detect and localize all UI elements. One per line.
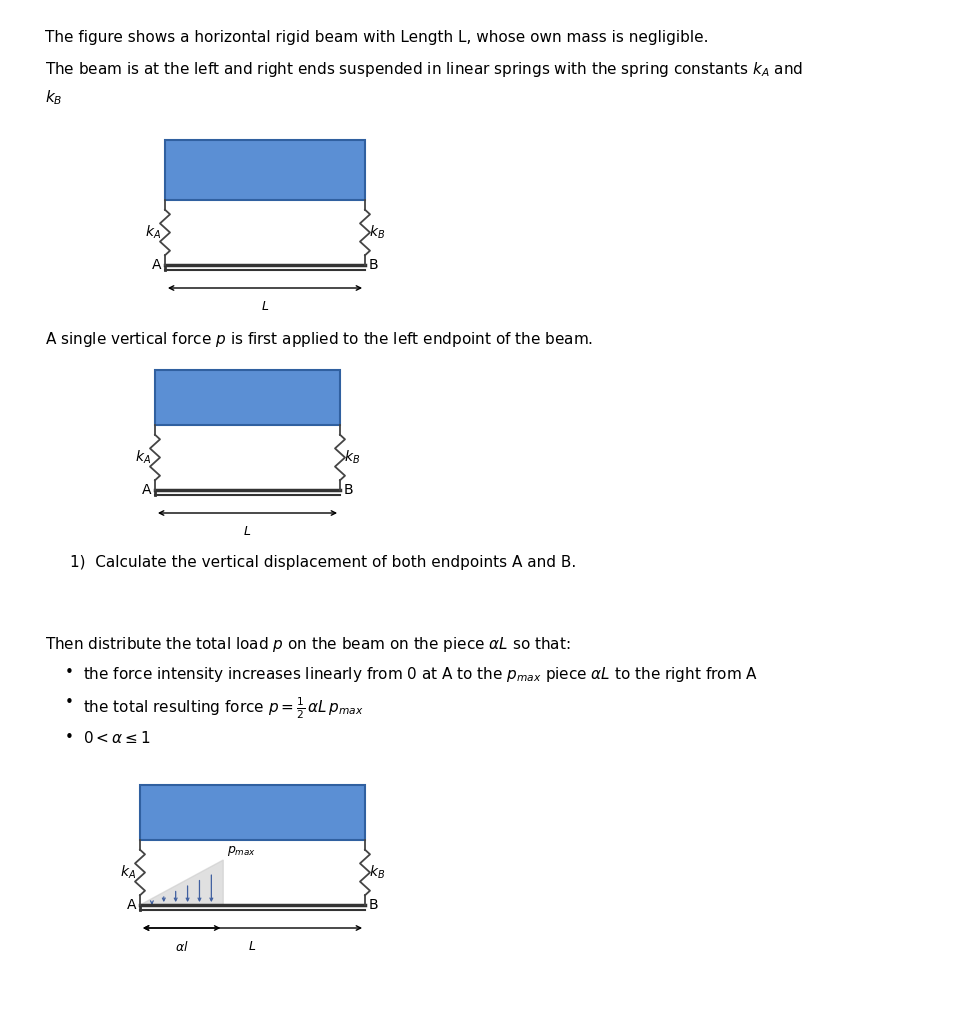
Text: $k_B$: $k_B$ bbox=[369, 224, 384, 242]
Text: the force intensity increases linearly from 0 at A to the $p_{max}$ piece $\alph: the force intensity increases linearly f… bbox=[83, 665, 757, 684]
Text: $\alpha l$: $\alpha l$ bbox=[175, 940, 188, 954]
Text: B: B bbox=[369, 258, 379, 272]
Text: $k_B$: $k_B$ bbox=[344, 449, 359, 466]
Bar bbox=[155, 370, 339, 425]
Text: L: L bbox=[244, 525, 251, 538]
Text: Then distribute the total load $p$ on the beam on the piece $\alpha L$ so that:: Then distribute the total load $p$ on th… bbox=[45, 635, 570, 654]
Text: the total resulting force $p = \frac{1}{2}\,\alpha L\,p_{max}$: the total resulting force $p = \frac{1}{… bbox=[83, 695, 363, 721]
Text: A: A bbox=[126, 898, 136, 912]
Text: $0 < \alpha \leq 1$: $0 < \alpha \leq 1$ bbox=[83, 730, 150, 746]
Text: 1)  Calculate the vertical displacement of both endpoints A and B.: 1) Calculate the vertical displacement o… bbox=[70, 555, 576, 570]
Text: •: • bbox=[65, 695, 74, 710]
Text: •: • bbox=[65, 665, 74, 680]
Text: $k_A$: $k_A$ bbox=[120, 864, 136, 882]
Text: The figure shows a horizontal rigid beam with Length L, whose own mass is neglig: The figure shows a horizontal rigid beam… bbox=[45, 30, 707, 45]
Text: B: B bbox=[344, 483, 354, 497]
Bar bbox=[165, 140, 364, 200]
Text: B: B bbox=[369, 898, 379, 912]
Text: $k_B$: $k_B$ bbox=[369, 864, 384, 882]
Text: The beam is at the left and right ends suspended in linear springs with the spri: The beam is at the left and right ends s… bbox=[45, 60, 802, 79]
Text: L: L bbox=[261, 300, 268, 313]
Text: $k_A$: $k_A$ bbox=[135, 449, 151, 466]
Text: $p_{max}$: $p_{max}$ bbox=[227, 844, 256, 858]
Text: A single vertical force $p$ is first applied to the left endpoint of the beam.: A single vertical force $p$ is first app… bbox=[45, 330, 593, 349]
Text: A: A bbox=[151, 258, 160, 272]
Text: L: L bbox=[249, 940, 256, 953]
Text: •: • bbox=[65, 730, 74, 745]
Bar bbox=[140, 785, 364, 840]
Text: A: A bbox=[141, 483, 151, 497]
Polygon shape bbox=[140, 860, 223, 905]
Text: $k_B$: $k_B$ bbox=[45, 88, 62, 106]
Text: $k_A$: $k_A$ bbox=[145, 224, 160, 242]
